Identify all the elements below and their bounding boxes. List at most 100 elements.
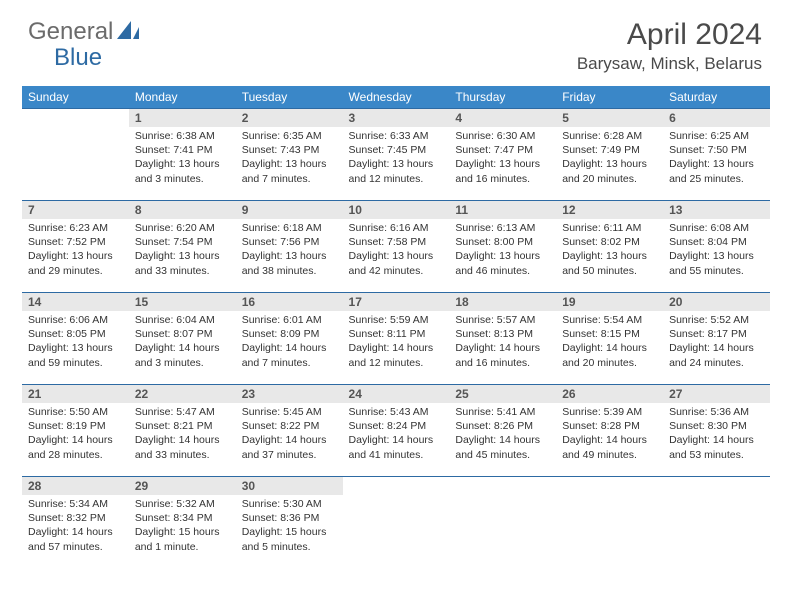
calendar-cell [343, 477, 450, 569]
calendar-body: 1Sunrise: 6:38 AMSunset: 7:41 PMDaylight… [22, 109, 770, 569]
calendar-table: SundayMondayTuesdayWednesdayThursdayFrid… [22, 86, 770, 569]
calendar-cell: 3Sunrise: 6:33 AMSunset: 7:45 PMDaylight… [343, 109, 450, 201]
weekday-header: Sunday [22, 86, 129, 109]
sunset-text: Sunset: 8:17 PM [669, 327, 764, 341]
daylight-text: Daylight: 13 hours and 33 minutes. [135, 249, 230, 277]
sunset-text: Sunset: 7:45 PM [349, 143, 444, 157]
sunset-text: Sunset: 7:50 PM [669, 143, 764, 157]
sunset-text: Sunset: 7:52 PM [28, 235, 123, 249]
day-number: 2 [236, 109, 343, 127]
day-body: Sunrise: 6:38 AMSunset: 7:41 PMDaylight:… [129, 127, 236, 188]
day-body: Sunrise: 6:11 AMSunset: 8:02 PMDaylight:… [556, 219, 663, 280]
daylight-text: Daylight: 13 hours and 38 minutes. [242, 249, 337, 277]
day-number: 23 [236, 385, 343, 403]
calendar-cell: 20Sunrise: 5:52 AMSunset: 8:17 PMDayligh… [663, 293, 770, 385]
calendar-cell: 13Sunrise: 6:08 AMSunset: 8:04 PMDayligh… [663, 201, 770, 293]
day-body: Sunrise: 5:36 AMSunset: 8:30 PMDaylight:… [663, 403, 770, 464]
calendar-cell: 29Sunrise: 5:32 AMSunset: 8:34 PMDayligh… [129, 477, 236, 569]
sunset-text: Sunset: 7:54 PM [135, 235, 230, 249]
day-number: 25 [449, 385, 556, 403]
calendar-cell [449, 477, 556, 569]
sunrise-text: Sunrise: 6:06 AM [28, 313, 123, 327]
calendar-cell: 12Sunrise: 6:11 AMSunset: 8:02 PMDayligh… [556, 201, 663, 293]
day-body: Sunrise: 6:25 AMSunset: 7:50 PMDaylight:… [663, 127, 770, 188]
daylight-text: Daylight: 14 hours and 20 minutes. [562, 341, 657, 369]
sunrise-text: Sunrise: 5:52 AM [669, 313, 764, 327]
sunrise-text: Sunrise: 6:28 AM [562, 129, 657, 143]
daylight-text: Daylight: 13 hours and 29 minutes. [28, 249, 123, 277]
daylight-text: Daylight: 14 hours and 37 minutes. [242, 433, 337, 461]
calendar-cell [556, 477, 663, 569]
sunset-text: Sunset: 7:47 PM [455, 143, 550, 157]
day-number: 19 [556, 293, 663, 311]
calendar-cell: 21Sunrise: 5:50 AMSunset: 8:19 PMDayligh… [22, 385, 129, 477]
calendar-cell: 25Sunrise: 5:41 AMSunset: 8:26 PMDayligh… [449, 385, 556, 477]
sunset-text: Sunset: 8:05 PM [28, 327, 123, 341]
day-number: 20 [663, 293, 770, 311]
daylight-text: Daylight: 14 hours and 45 minutes. [455, 433, 550, 461]
logo-sail-icon [115, 19, 141, 46]
daylight-text: Daylight: 13 hours and 25 minutes. [669, 157, 764, 185]
daylight-text: Daylight: 13 hours and 3 minutes. [135, 157, 230, 185]
calendar-row: 28Sunrise: 5:34 AMSunset: 8:32 PMDayligh… [22, 477, 770, 569]
day-number: 4 [449, 109, 556, 127]
sunrise-text: Sunrise: 6:16 AM [349, 221, 444, 235]
sunset-text: Sunset: 8:26 PM [455, 419, 550, 433]
sunrise-text: Sunrise: 6:38 AM [135, 129, 230, 143]
calendar-cell: 26Sunrise: 5:39 AMSunset: 8:28 PMDayligh… [556, 385, 663, 477]
day-number: 9 [236, 201, 343, 219]
day-number: 3 [343, 109, 450, 127]
daylight-text: Daylight: 13 hours and 59 minutes. [28, 341, 123, 369]
calendar-cell: 4Sunrise: 6:30 AMSunset: 7:47 PMDaylight… [449, 109, 556, 201]
calendar-cell: 30Sunrise: 5:30 AMSunset: 8:36 PMDayligh… [236, 477, 343, 569]
sunrise-text: Sunrise: 6:13 AM [455, 221, 550, 235]
sunrise-text: Sunrise: 6:33 AM [349, 129, 444, 143]
daylight-text: Daylight: 13 hours and 12 minutes. [349, 157, 444, 185]
sunset-text: Sunset: 8:11 PM [349, 327, 444, 341]
day-number: 7 [22, 201, 129, 219]
day-number: 11 [449, 201, 556, 219]
day-body: Sunrise: 6:35 AMSunset: 7:43 PMDaylight:… [236, 127, 343, 188]
day-number: 22 [129, 385, 236, 403]
day-body: Sunrise: 6:01 AMSunset: 8:09 PMDaylight:… [236, 311, 343, 372]
calendar-cell [663, 477, 770, 569]
sunrise-text: Sunrise: 6:25 AM [669, 129, 764, 143]
calendar-cell: 10Sunrise: 6:16 AMSunset: 7:58 PMDayligh… [343, 201, 450, 293]
sunrise-text: Sunrise: 5:34 AM [28, 497, 123, 511]
title-block: April 2024 Barysaw, Minsk, Belarus [577, 18, 762, 74]
day-number: 21 [22, 385, 129, 403]
calendar-cell: 19Sunrise: 5:54 AMSunset: 8:15 PMDayligh… [556, 293, 663, 385]
calendar-cell: 14Sunrise: 6:06 AMSunset: 8:05 PMDayligh… [22, 293, 129, 385]
sunrise-text: Sunrise: 5:30 AM [242, 497, 337, 511]
daylight-text: Daylight: 13 hours and 20 minutes. [562, 157, 657, 185]
logo: General [28, 18, 143, 46]
daylight-text: Daylight: 15 hours and 5 minutes. [242, 525, 337, 553]
day-body: Sunrise: 5:30 AMSunset: 8:36 PMDaylight:… [236, 495, 343, 556]
calendar-cell: 17Sunrise: 5:59 AMSunset: 8:11 PMDayligh… [343, 293, 450, 385]
calendar-row: 14Sunrise: 6:06 AMSunset: 8:05 PMDayligh… [22, 293, 770, 385]
day-body: Sunrise: 5:32 AMSunset: 8:34 PMDaylight:… [129, 495, 236, 556]
day-number: 6 [663, 109, 770, 127]
day-body: Sunrise: 5:50 AMSunset: 8:19 PMDaylight:… [22, 403, 129, 464]
sunrise-text: Sunrise: 5:45 AM [242, 405, 337, 419]
sunset-text: Sunset: 8:24 PM [349, 419, 444, 433]
day-number: 16 [236, 293, 343, 311]
day-body: Sunrise: 6:33 AMSunset: 7:45 PMDaylight:… [343, 127, 450, 188]
sunrise-text: Sunrise: 6:11 AM [562, 221, 657, 235]
day-body: Sunrise: 5:52 AMSunset: 8:17 PMDaylight:… [663, 311, 770, 372]
day-number: 24 [343, 385, 450, 403]
sunset-text: Sunset: 8:04 PM [669, 235, 764, 249]
calendar-row: 7Sunrise: 6:23 AMSunset: 7:52 PMDaylight… [22, 201, 770, 293]
daylight-text: Daylight: 13 hours and 42 minutes. [349, 249, 444, 277]
calendar-cell: 5Sunrise: 6:28 AMSunset: 7:49 PMDaylight… [556, 109, 663, 201]
sunrise-text: Sunrise: 5:36 AM [669, 405, 764, 419]
day-body: Sunrise: 6:08 AMSunset: 8:04 PMDaylight:… [663, 219, 770, 280]
day-body: Sunrise: 5:34 AMSunset: 8:32 PMDaylight:… [22, 495, 129, 556]
day-number: 29 [129, 477, 236, 495]
day-number: 8 [129, 201, 236, 219]
daylight-text: Daylight: 13 hours and 7 minutes. [242, 157, 337, 185]
day-body: Sunrise: 6:18 AMSunset: 7:56 PMDaylight:… [236, 219, 343, 280]
daylight-text: Daylight: 13 hours and 55 minutes. [669, 249, 764, 277]
day-number: 30 [236, 477, 343, 495]
logo-text-2: Blue [54, 44, 102, 72]
